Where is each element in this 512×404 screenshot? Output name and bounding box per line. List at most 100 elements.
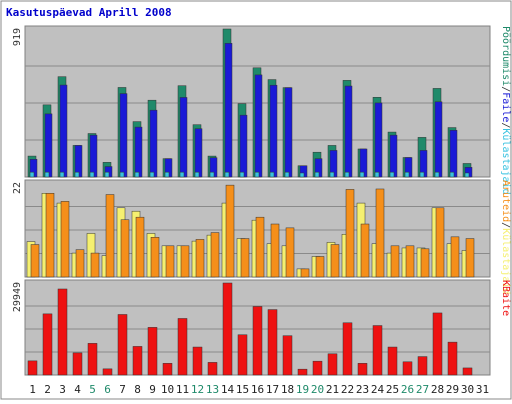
x-tick-label-day-3: 3 [59, 383, 66, 396]
bar-top-faile-day-2 [44, 113, 53, 178]
bar-top-k-lastajaid-day-11 [179, 171, 185, 178]
x-tick-label-day-9: 9 [149, 383, 156, 396]
bar-mid-aruteid-day-14 [225, 184, 235, 278]
bar-bot-kbaite-day-19 [297, 368, 308, 376]
x-tick-label-day-16: 16 [251, 383, 264, 396]
bar-mid-aruteid-day-22 [345, 189, 355, 278]
bar-bot-kbaite-day-22 [342, 322, 353, 376]
bar-mid-aruteid-day-11 [180, 245, 190, 278]
bar-mid-aruteid-day-3 [60, 201, 70, 278]
x-tick-label-day-6: 6 [104, 383, 111, 396]
bar-bot-kbaite-day-14 [222, 282, 233, 376]
panel-mid: 22 Aruteid/Külastajaid [12, 179, 511, 294]
bar-top-k-lastajaid-day-2 [44, 171, 50, 178]
bar-top-faile-day-14 [224, 43, 233, 178]
x-tick-label-day-13: 13 [206, 383, 219, 396]
legend-entry-KBaite: KBaite [500, 280, 511, 316]
bar-bot-kbaite-day-5 [87, 343, 98, 376]
bar-mid-aruteid-day-30 [465, 238, 475, 278]
x-tick-label-day-20: 20 [311, 383, 324, 396]
bar-mid-aruteid-day-29 [450, 236, 460, 278]
bar-mid-aruteid-day-27 [420, 248, 430, 278]
bar-bot-kbaite-day-24 [372, 325, 383, 376]
bar-bot-kbaite-day-6 [102, 368, 113, 376]
bar-bot-kbaite-day-15 [237, 334, 248, 376]
panel-mid-max-label: 22 [12, 182, 23, 194]
bar-top-faile-day-8 [134, 126, 143, 178]
bar-top-k-lastajaid-day-21 [329, 171, 335, 178]
bar-top-k-lastajaid-day-1 [29, 171, 35, 178]
bar-top-k-lastajaid-day-28 [434, 171, 440, 178]
bar-mid-aruteid-day-5 [90, 252, 100, 278]
bar-bot-kbaite-day-30 [462, 367, 473, 376]
bar-bot-kbaite-day-13 [207, 362, 218, 376]
x-tick-label-day-21: 21 [326, 383, 339, 396]
bar-top-k-lastajaid-day-15 [239, 171, 245, 178]
bar-mid-aruteid-day-7 [120, 219, 130, 278]
bar-top-k-lastajaid-day-24 [374, 171, 380, 178]
legend-entry-: / [500, 222, 511, 228]
bar-mid-aruteid-day-25 [390, 245, 400, 278]
x-tick-label-day-28: 28 [431, 383, 444, 396]
bar-top-faile-day-29 [449, 130, 458, 178]
bar-top-k-lastajaid-day-12 [194, 171, 200, 178]
bar-bot-kbaite-day-21 [327, 353, 338, 376]
bar-mid-aruteid-day-10 [165, 245, 175, 278]
bar-top-faile-day-22 [344, 85, 353, 178]
bar-top-faile-day-25 [389, 134, 398, 178]
bar-top-k-lastajaid-day-4 [74, 171, 80, 178]
bar-top-k-lastajaid-day-14 [224, 171, 230, 178]
bar-top-faile-day-12 [194, 128, 203, 178]
bar-top-k-lastajaid-day-6 [104, 171, 110, 178]
bar-top-k-lastajaid-day-25 [389, 171, 395, 178]
bar-mid-aruteid-day-18 [285, 227, 295, 278]
bar-mid-aruteid-day-17 [270, 223, 280, 278]
bar-top-faile-day-5 [89, 134, 98, 178]
bar-bot-kbaite-day-8 [132, 346, 143, 376]
legend-entry-Aruteid: Aruteid [500, 180, 511, 222]
bar-bot-kbaite-day-1 [27, 360, 38, 376]
bar-bot-kbaite-day-18 [282, 335, 293, 376]
bar-mid-aruteid-day-20 [315, 256, 325, 278]
x-tick-label-day-19: 19 [296, 383, 309, 396]
bar-top-k-lastajaid-day-16 [254, 171, 260, 178]
x-tick-label-day-30: 30 [461, 383, 474, 396]
bar-top-k-lastajaid-day-27 [419, 171, 425, 178]
legend-entry-: / [500, 122, 511, 128]
x-tick-label-day-26: 26 [401, 383, 414, 396]
bar-mid-aruteid-day-21 [330, 244, 340, 278]
bar-mid-aruteid-day-19 [300, 268, 310, 278]
bar-mid-aruteid-day-4 [75, 249, 85, 278]
legend-entry-Prdumisi: Pöördumisi [500, 26, 511, 86]
bar-bot-kbaite-day-10 [162, 363, 173, 376]
panel-top: 919 Pöördumisi/Faile/Külastajaid [12, 25, 511, 195]
bar-mid-aruteid-day-8 [135, 216, 145, 278]
x-tick-label-day-23: 23 [356, 383, 369, 396]
bar-top-faile-day-16 [254, 74, 263, 178]
bar-bot-kbaite-day-3 [57, 288, 68, 376]
legend-entry-Klastajaid: Külastajaid [500, 128, 511, 194]
chart-title: Kasutuspäevad Aprill 2008 [6, 6, 172, 19]
bar-top-faile-day-24 [374, 102, 383, 178]
bar-top-k-lastajaid-day-7 [119, 171, 125, 178]
bar-top-k-lastajaid-day-17 [269, 171, 275, 178]
bar-bot-kbaite-day-12 [192, 346, 203, 376]
bar-top-k-lastajaid-day-18 [284, 171, 290, 178]
x-tick-label-day-2: 2 [44, 383, 51, 396]
bar-top-k-lastajaid-day-10 [164, 171, 170, 178]
bar-top-faile-day-18 [284, 87, 293, 178]
x-tick-label-day-14: 14 [221, 383, 235, 396]
bar-top-k-lastajaid-day-20 [314, 171, 320, 178]
legend-entry-: / [500, 86, 511, 92]
bar-bot-kbaite-day-23 [357, 363, 368, 376]
bar-top-k-lastajaid-day-9 [149, 171, 155, 178]
x-tick-label-day-27: 27 [416, 383, 429, 396]
bar-bot-kbaite-day-17 [267, 309, 278, 376]
panel-mid-legend: Aruteid/Külastajaid [500, 180, 511, 294]
x-tick-label-day-5: 5 [89, 383, 96, 396]
bar-top-faile-day-17 [269, 84, 278, 178]
bar-top-k-lastajaid-day-26 [404, 171, 410, 178]
bar-top-faile-day-9 [149, 109, 158, 178]
